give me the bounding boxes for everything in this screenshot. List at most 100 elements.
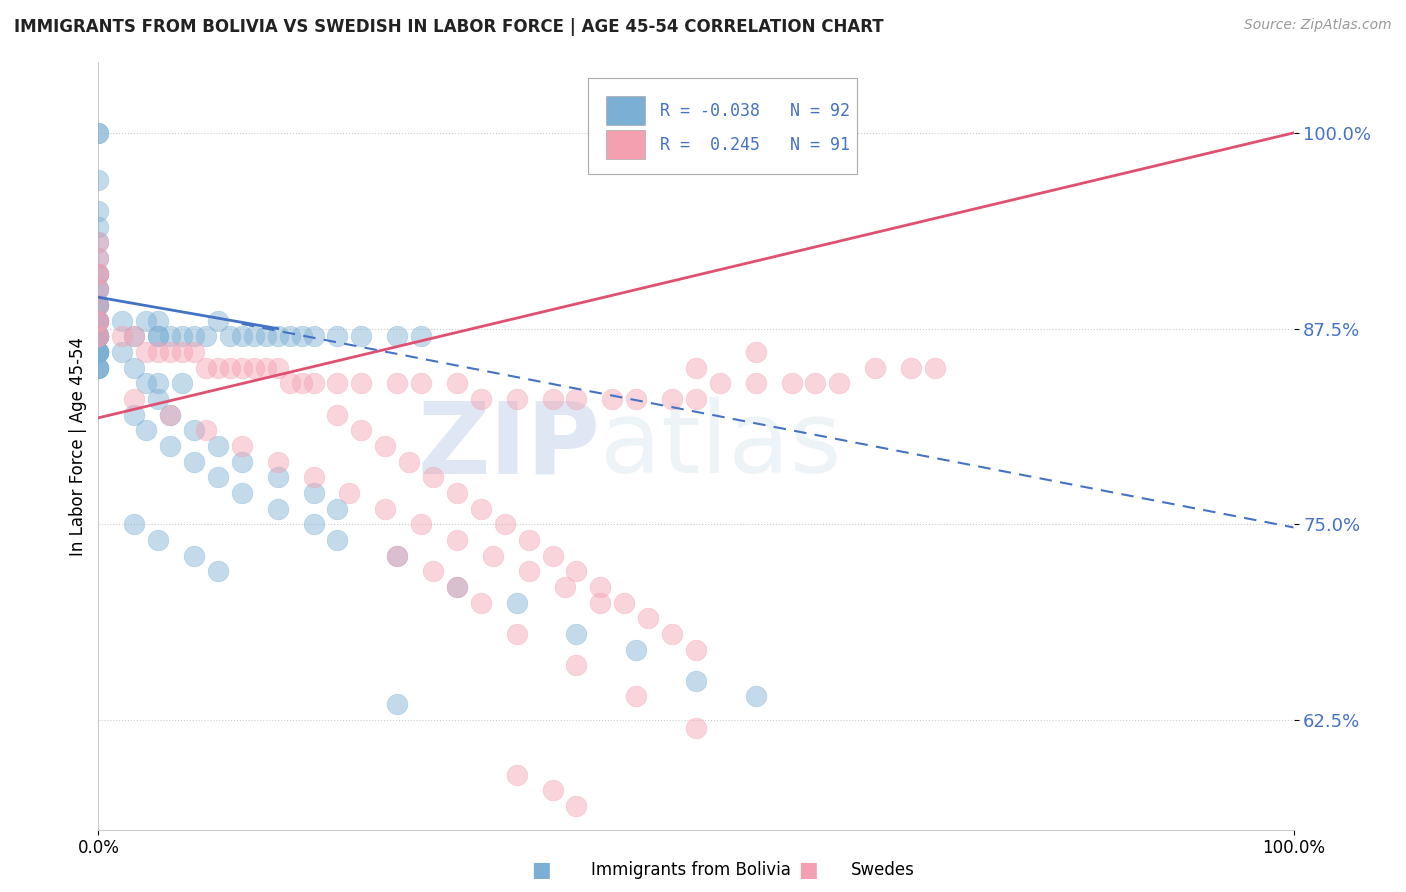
Point: [385, 376, 409, 391]
Point: [87, 329, 110, 343]
Point: [87, 235, 110, 250]
Point: [278, 329, 301, 343]
Point: [350, 423, 373, 437]
Point: [804, 376, 827, 391]
Point: [470, 392, 492, 406]
Point: [87, 360, 110, 375]
Point: [470, 596, 492, 610]
Point: [339, 486, 361, 500]
Point: [124, 329, 146, 343]
Point: [661, 392, 683, 406]
Point: [865, 360, 887, 375]
Text: R = -0.038   N = 92: R = -0.038 N = 92: [661, 102, 851, 120]
Point: [565, 564, 588, 578]
Point: [148, 376, 170, 391]
Y-axis label: In Labor Force | Age 45-54: In Labor Force | Age 45-54: [69, 336, 87, 556]
Point: [87, 314, 110, 328]
Point: [87, 314, 110, 328]
Point: [506, 392, 529, 406]
Point: [326, 408, 349, 422]
Point: [446, 580, 468, 594]
Point: [207, 470, 229, 484]
Point: [565, 799, 588, 814]
Point: [267, 470, 290, 484]
Point: [302, 517, 325, 532]
Point: [148, 314, 170, 328]
Point: [219, 329, 242, 343]
Point: [87, 219, 110, 234]
Point: [254, 329, 277, 343]
Point: [148, 345, 170, 359]
Point: [195, 360, 218, 375]
Point: [159, 408, 181, 422]
Point: [291, 376, 314, 391]
Point: [900, 360, 922, 375]
Point: [87, 282, 110, 296]
Point: [231, 486, 253, 500]
Point: [637, 611, 659, 625]
Point: [135, 376, 157, 391]
Point: [111, 345, 134, 359]
Point: [254, 360, 277, 375]
Point: [278, 376, 301, 391]
Point: [172, 345, 194, 359]
Point: [626, 690, 648, 704]
Point: [87, 345, 110, 359]
Point: [411, 517, 433, 532]
Point: [87, 267, 110, 281]
Text: R =  0.245   N = 91: R = 0.245 N = 91: [661, 136, 851, 153]
Point: [231, 455, 253, 469]
Point: [302, 376, 325, 391]
Point: [685, 392, 707, 406]
FancyBboxPatch shape: [589, 78, 858, 174]
Point: [207, 314, 229, 328]
Point: [506, 596, 529, 610]
Point: [87, 329, 110, 343]
Point: [124, 360, 146, 375]
Point: [183, 455, 205, 469]
Point: [446, 533, 468, 547]
Point: [87, 173, 110, 187]
Point: [148, 329, 170, 343]
FancyBboxPatch shape: [606, 96, 644, 126]
Point: [506, 627, 529, 641]
Point: [661, 627, 683, 641]
Point: [87, 360, 110, 375]
Point: [159, 329, 181, 343]
Point: [326, 501, 349, 516]
Point: [685, 673, 707, 688]
Point: [87, 345, 110, 359]
Point: [385, 549, 409, 563]
Point: [745, 690, 768, 704]
Point: [159, 439, 181, 453]
Point: [87, 126, 110, 140]
Point: [219, 360, 242, 375]
Point: [446, 486, 468, 500]
Point: [446, 580, 468, 594]
Point: [124, 329, 146, 343]
Point: [685, 721, 707, 735]
Point: [87, 329, 110, 343]
Point: [148, 533, 170, 547]
Point: [326, 376, 349, 391]
Point: [195, 423, 218, 437]
Point: [780, 376, 803, 391]
Point: [828, 376, 851, 391]
Point: [87, 345, 110, 359]
Point: [924, 360, 946, 375]
Point: [124, 517, 146, 532]
Point: [87, 360, 110, 375]
Point: [124, 392, 146, 406]
Point: [87, 329, 110, 343]
Point: [87, 314, 110, 328]
Point: [87, 329, 110, 343]
Point: [565, 392, 588, 406]
Point: [183, 423, 205, 437]
Point: [350, 376, 373, 391]
Point: [470, 501, 492, 516]
Point: [87, 360, 110, 375]
Point: [267, 455, 290, 469]
Point: [87, 267, 110, 281]
Point: [517, 564, 540, 578]
Point: [87, 126, 110, 140]
